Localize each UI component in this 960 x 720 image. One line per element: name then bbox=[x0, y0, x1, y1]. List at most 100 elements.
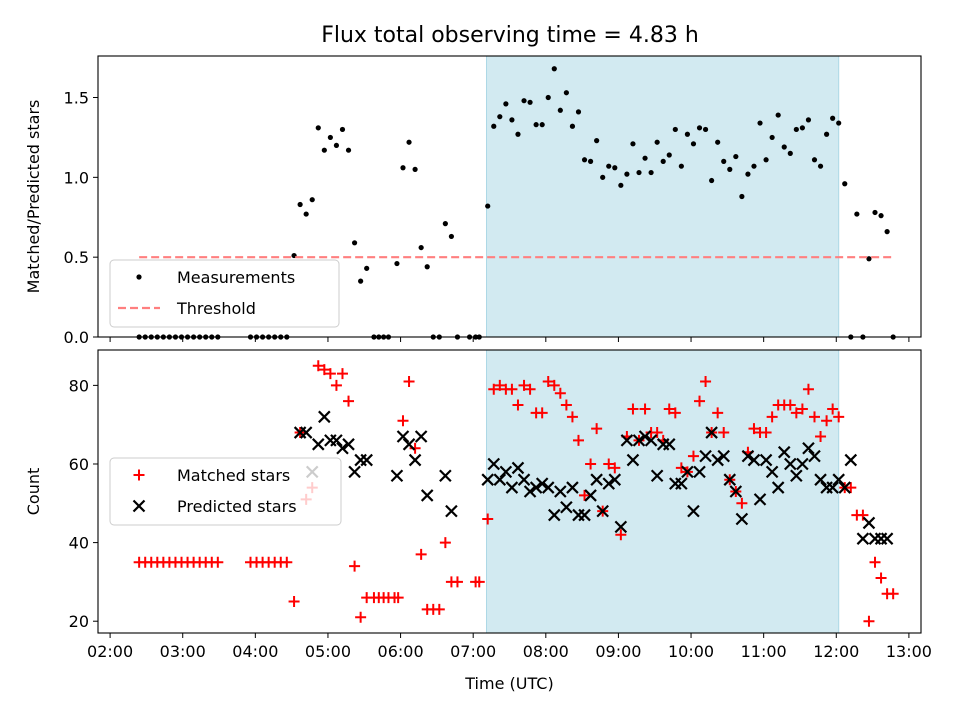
x-tick-label: 13:00 bbox=[886, 642, 932, 661]
data-point bbox=[442, 221, 448, 227]
data-point bbox=[569, 123, 576, 129]
data-point bbox=[717, 449, 730, 463]
data-point bbox=[493, 473, 507, 486]
data-point bbox=[342, 438, 355, 451]
data-point bbox=[705, 426, 718, 439]
data-point bbox=[439, 537, 451, 549]
data-point bbox=[700, 375, 712, 387]
data-point bbox=[736, 497, 748, 509]
data-point bbox=[594, 138, 600, 144]
data-point bbox=[448, 233, 455, 240]
data-point bbox=[857, 509, 869, 521]
data-point bbox=[494, 379, 506, 391]
data-point bbox=[517, 473, 531, 486]
data-point bbox=[600, 174, 606, 180]
data-point bbox=[554, 387, 566, 399]
data-point bbox=[297, 201, 303, 208]
data-point bbox=[587, 158, 594, 164]
data-point bbox=[869, 556, 881, 568]
data-point bbox=[884, 229, 890, 235]
data-point bbox=[400, 165, 406, 171]
chart-title: Flux total observing time = 4.83 h bbox=[321, 23, 699, 48]
data-point bbox=[509, 117, 515, 123]
x-tick-label: 12:00 bbox=[813, 642, 859, 661]
data-point bbox=[396, 430, 410, 443]
legend-box bbox=[109, 259, 340, 328]
data-point bbox=[624, 171, 630, 177]
count-panel: 02:00 03:00 04:00 05:00 06:00 07:00 08:00 09:00… bbox=[24, 349, 932, 693]
legend-box bbox=[109, 457, 342, 526]
y-tick-label: 1.0 bbox=[64, 168, 89, 187]
data-point bbox=[511, 461, 525, 475]
data-point bbox=[872, 209, 878, 216]
data-point bbox=[833, 411, 845, 423]
data-point bbox=[614, 520, 628, 534]
data-point bbox=[584, 489, 597, 502]
data-point bbox=[687, 450, 699, 462]
data-point bbox=[748, 423, 760, 435]
data-point bbox=[693, 465, 706, 479]
data-point bbox=[451, 576, 463, 588]
x-tick-label: 06:00 bbox=[378, 642, 424, 661]
data-point bbox=[644, 434, 658, 447]
data-point bbox=[575, 109, 582, 115]
data-point bbox=[862, 516, 876, 530]
data-point bbox=[581, 157, 588, 163]
data-point bbox=[735, 512, 749, 526]
data-point bbox=[603, 458, 615, 470]
data-point bbox=[336, 368, 348, 380]
data-point bbox=[684, 131, 691, 137]
data-point bbox=[360, 453, 373, 467]
data-point bbox=[760, 427, 772, 439]
data-point bbox=[551, 66, 557, 72]
data-point bbox=[808, 411, 820, 423]
data-point bbox=[650, 469, 664, 483]
data-point bbox=[721, 158, 727, 164]
x-tick-label: 07:00 bbox=[450, 642, 496, 661]
data-point bbox=[424, 264, 430, 270]
data-point bbox=[805, 117, 812, 123]
data-point bbox=[718, 427, 730, 439]
data-point bbox=[802, 441, 815, 455]
data-point bbox=[827, 403, 839, 415]
data-point bbox=[618, 182, 624, 188]
data-point bbox=[690, 141, 697, 147]
x-tick-label: 02:00 bbox=[87, 642, 133, 661]
data-point bbox=[548, 379, 560, 391]
data-point bbox=[327, 134, 333, 141]
data-point bbox=[330, 434, 343, 447]
data-point bbox=[765, 465, 779, 479]
data-point bbox=[878, 213, 884, 219]
data-point bbox=[566, 481, 579, 494]
data-point bbox=[408, 453, 422, 467]
y-tick-label: 0.0 bbox=[64, 328, 89, 347]
data-point bbox=[560, 500, 573, 514]
data-point bbox=[542, 375, 554, 387]
x-axis-label: Time (UTC) bbox=[464, 674, 553, 693]
data-point bbox=[505, 481, 519, 494]
observing-window-span bbox=[486, 55, 840, 338]
data-point bbox=[406, 139, 412, 145]
data-point bbox=[390, 469, 404, 483]
data-point bbox=[343, 395, 355, 407]
data-point bbox=[318, 364, 330, 376]
data-point bbox=[733, 153, 739, 160]
data-point bbox=[439, 469, 452, 483]
data-point bbox=[638, 430, 652, 443]
data-point bbox=[402, 438, 416, 451]
data-point bbox=[787, 150, 793, 156]
data-point bbox=[863, 615, 875, 627]
data-point bbox=[288, 596, 300, 608]
data-point bbox=[802, 383, 814, 395]
data-point bbox=[790, 469, 803, 483]
data-point bbox=[318, 410, 331, 424]
data-point bbox=[527, 99, 533, 105]
data-point bbox=[311, 438, 325, 451]
data-point bbox=[545, 94, 551, 101]
data-point bbox=[775, 112, 781, 118]
data-point bbox=[354, 453, 367, 467]
data-point bbox=[799, 125, 805, 131]
data-point bbox=[781, 144, 787, 150]
data-point bbox=[662, 438, 676, 451]
